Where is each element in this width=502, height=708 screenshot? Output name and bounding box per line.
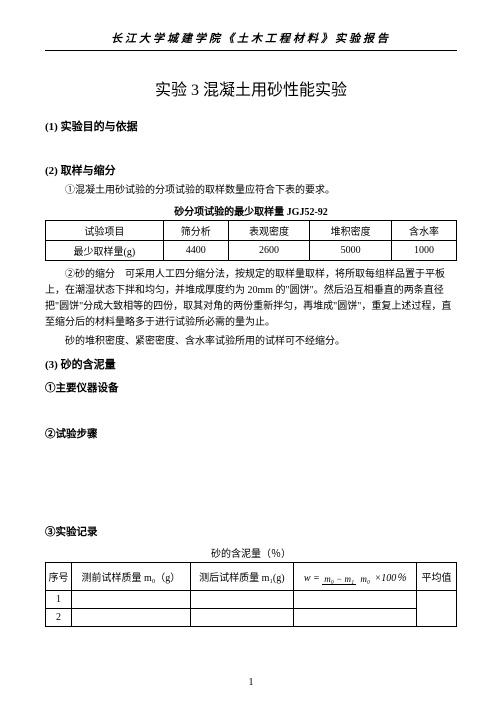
experiment-title: 实验 3 混凝土用砂性能实验 bbox=[45, 76, 457, 100]
table-row: 试验项目 筛分析 表观密度 堆积密度 含水率 bbox=[46, 221, 457, 241]
section-3-sub2: ②试验步骤 bbox=[45, 426, 457, 441]
table-cell: 4400 bbox=[163, 241, 228, 261]
table-cell: 筛分析 bbox=[163, 221, 228, 241]
page-number: 1 bbox=[0, 677, 502, 688]
report-header: 长江大学城建学院《土木工程材料》实验报告 bbox=[45, 30, 457, 51]
formula-num: m₀ − m₁ bbox=[322, 574, 356, 585]
section-3-sub1: ①主要仪器设备 bbox=[45, 380, 457, 395]
table1-title: 砂分项试验的最少取样量 JGJ52-92 bbox=[45, 203, 457, 218]
table-header-m1: 测后试样质量 m₁(g) bbox=[190, 563, 293, 591]
table-header-m0: 测前试样质量 m₀（g） bbox=[72, 563, 191, 591]
formula-den: m₀ bbox=[358, 574, 372, 584]
mud-content-table: 序号 测前试样质量 m₀（g） 测后试样质量 m₁(g) w = m₀ − m₁… bbox=[45, 562, 457, 627]
table-cell: 含水率 bbox=[392, 221, 457, 241]
table2-title: 砂的含泥量（％） bbox=[45, 545, 457, 560]
section-2-line1: ①混凝土用砂试验的分项试验的取样数量应符合下表的要求。 bbox=[45, 183, 457, 199]
formula-lhs: w = bbox=[304, 573, 320, 584]
formula-tail: ×100％ bbox=[374, 573, 406, 584]
sampling-table: 试验项目 筛分析 表观密度 堆积密度 含水率 最少取样量(g) 4400 260… bbox=[45, 220, 457, 261]
table-cell: 2 bbox=[46, 609, 72, 627]
section-2-para2: ②砂的缩分 可采用人工四分缩分法，按规定的取样量取样，将所取每组样品置于平板上，… bbox=[45, 267, 457, 331]
table-row: 2 bbox=[46, 609, 457, 627]
table-cell bbox=[294, 591, 417, 609]
table-cell bbox=[72, 609, 191, 627]
table-cell: 试验项目 bbox=[46, 221, 164, 241]
table-cell bbox=[190, 591, 293, 609]
section-1-heading: (1) 实验目的与依据 bbox=[45, 118, 457, 134]
table-cell: 最少取样量(g) bbox=[46, 241, 164, 261]
table-cell: 1000 bbox=[392, 241, 457, 261]
table-cell: 2600 bbox=[228, 241, 310, 261]
table-cell: 5000 bbox=[310, 241, 392, 261]
table-row: 最少取样量(g) 4400 2600 5000 1000 bbox=[46, 241, 457, 261]
table-cell: 表观密度 bbox=[228, 221, 310, 241]
table-cell bbox=[294, 609, 417, 627]
section-2-para3: 砂的堆积密度、紧密密度、含水率试验所用的试样可不经缩分。 bbox=[45, 334, 457, 350]
table-cell: 1 bbox=[46, 591, 72, 609]
table-header-seq: 序号 bbox=[46, 563, 72, 591]
table-cell bbox=[72, 591, 191, 609]
section-2-heading: (2) 取样与缩分 bbox=[45, 162, 457, 178]
table-cell bbox=[190, 609, 293, 627]
table-header-avg: 平均值 bbox=[416, 563, 456, 591]
table-header-formula: w = m₀ − m₁ m₀ ×100％ bbox=[294, 563, 417, 591]
table-cell: 堆积密度 bbox=[310, 221, 392, 241]
table-row: 序号 测前试样质量 m₀（g） 测后试样质量 m₁(g) w = m₀ − m₁… bbox=[46, 563, 457, 591]
section-3-heading: (3) 砂的含泥量 bbox=[45, 356, 457, 372]
section-3-sub3: ③实验记录 bbox=[45, 524, 457, 539]
table-row: 1 bbox=[46, 591, 457, 609]
table-cell-avg bbox=[416, 591, 456, 627]
